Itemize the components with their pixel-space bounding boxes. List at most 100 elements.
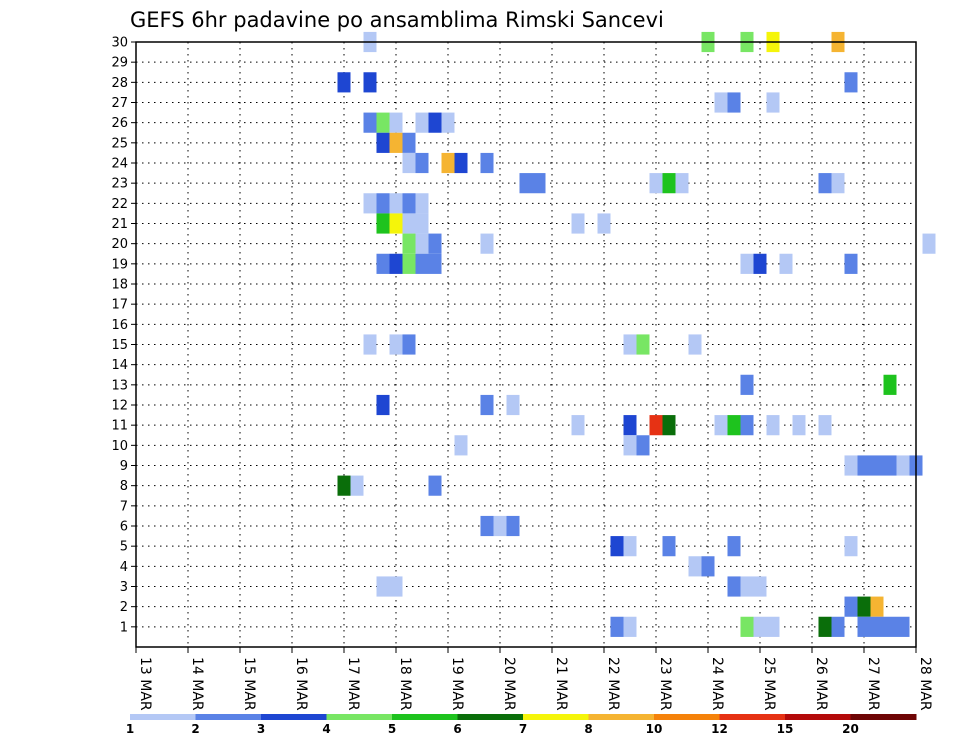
precip-cell — [649, 173, 663, 194]
precip-cell — [766, 415, 780, 436]
precip-cell — [402, 213, 416, 234]
precip-cell — [597, 213, 611, 234]
x-tick-label: 19 MAR — [449, 657, 465, 711]
precip-cell — [532, 173, 546, 194]
colorbar-label: 5 — [388, 722, 396, 736]
data-cells — [337, 31, 936, 637]
y-tick-label: 12 — [111, 399, 128, 414]
precip-cell — [402, 253, 416, 274]
precip-cell — [441, 112, 455, 133]
x-tick-label: 21 MAR — [553, 657, 569, 711]
y-tick-label: 20 — [111, 237, 128, 252]
precip-cell — [675, 173, 689, 194]
precip-cell — [454, 152, 468, 174]
precip-cell — [415, 193, 429, 214]
colorbar-label: 1 — [126, 722, 134, 736]
precip-cell — [363, 112, 377, 133]
y-tick-label: 27 — [111, 96, 128, 111]
x-tick-label: 14 MAR — [189, 657, 205, 711]
precip-cell — [428, 233, 442, 254]
y-tick-label: 30 — [111, 36, 128, 51]
precip-cell — [571, 415, 585, 436]
precip-cell — [870, 616, 884, 637]
colorbar-swatch — [785, 714, 851, 720]
precip-cell — [376, 193, 390, 214]
precip-cell — [376, 132, 390, 153]
precip-cell — [493, 515, 507, 537]
colorbar: 1 2 3 4 5 6 7 8 10 12 15 20 — [126, 714, 917, 736]
precip-cell — [844, 455, 858, 476]
precip-cell — [480, 233, 494, 254]
precip-cell — [662, 415, 676, 436]
x-tick-label: 23 MAR — [657, 657, 673, 711]
precip-cell — [389, 112, 403, 133]
precip-cell — [727, 92, 741, 113]
precip-cell — [480, 394, 494, 416]
y-tick-label: 9 — [120, 459, 128, 474]
x-tick-label: 22 MAR — [605, 657, 621, 711]
y-tick-label: 7 — [120, 499, 128, 514]
precip-cell — [727, 536, 741, 557]
precip-cell — [389, 576, 403, 597]
precip-cell — [740, 374, 754, 395]
precip-cell — [376, 253, 390, 274]
precip-cell — [428, 112, 442, 133]
y-tick-label: 26 — [111, 116, 128, 131]
precip-cell — [766, 92, 780, 113]
precip-cell — [636, 435, 650, 456]
y-axis: 1234567891011121314151617181920212223242… — [111, 36, 136, 635]
y-tick-label: 2 — [120, 600, 128, 615]
colorbar-swatch — [588, 714, 655, 720]
precip-cell — [415, 213, 429, 234]
precip-cell — [415, 112, 429, 133]
precip-cell — [389, 193, 403, 214]
precip-cell — [363, 334, 377, 355]
colorbar-label: 20 — [842, 722, 859, 736]
precip-cell — [662, 173, 676, 194]
precip-cell — [480, 515, 494, 537]
precip-cell — [623, 536, 637, 557]
precip-cell — [896, 616, 910, 637]
precip-cell — [389, 334, 403, 355]
precip-cell — [857, 455, 871, 476]
y-tick-label: 19 — [111, 257, 128, 272]
colorbar-swatch — [654, 714, 720, 720]
y-tick-label: 1 — [120, 620, 128, 635]
precip-cell — [857, 596, 871, 617]
precip-cell — [818, 616, 832, 637]
precip-cell — [376, 213, 390, 234]
precip-cell — [857, 616, 871, 637]
y-tick-label: 3 — [120, 580, 128, 595]
precip-cell — [753, 253, 767, 274]
colorbar-label: 4 — [322, 722, 330, 736]
colorbar-swatch — [523, 714, 589, 720]
precip-cell — [610, 536, 624, 557]
y-tick-label: 11 — [111, 419, 128, 434]
y-tick-label: 17 — [111, 298, 128, 313]
x-tick-label: 20 MAR — [501, 657, 517, 711]
precip-cell — [623, 334, 637, 355]
y-tick-label: 14 — [111, 358, 128, 373]
x-tick-label: 15 MAR — [241, 657, 257, 711]
x-tick-label: 25 MAR — [761, 657, 777, 711]
precip-cell — [727, 415, 741, 436]
y-tick-label: 16 — [111, 318, 128, 333]
precip-cell — [792, 415, 806, 436]
precip-cell — [883, 374, 897, 395]
x-tick-label: 18 MAR — [397, 657, 413, 711]
y-tick-label: 10 — [111, 439, 128, 454]
y-tick-label: 18 — [111, 278, 128, 293]
precip-cell — [740, 576, 754, 597]
precip-cell — [363, 72, 377, 93]
y-tick-label: 21 — [111, 217, 128, 232]
precip-cell — [402, 132, 416, 153]
precip-cell — [844, 596, 858, 617]
colorbar-swatch — [195, 714, 262, 720]
precip-cell — [753, 616, 767, 637]
x-tick-label: 26 MAR — [813, 657, 829, 711]
precip-cell — [727, 576, 741, 597]
precip-cell — [896, 455, 910, 476]
precip-cell — [753, 576, 767, 597]
precip-cell — [922, 233, 936, 254]
